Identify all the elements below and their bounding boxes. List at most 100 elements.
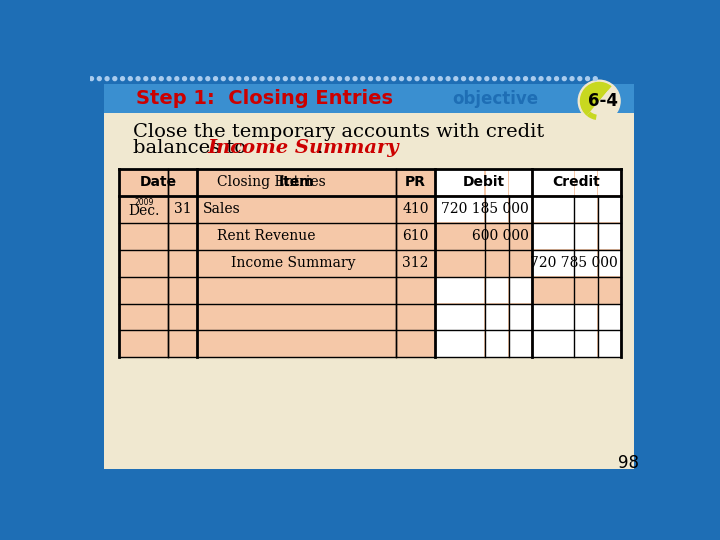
Text: Dec.: Dec. xyxy=(129,204,160,218)
FancyBboxPatch shape xyxy=(575,170,597,195)
Text: Sales: Sales xyxy=(203,202,241,216)
Text: Close the temporary accounts with credit: Close the temporary accounts with credit xyxy=(132,123,544,141)
Circle shape xyxy=(377,77,380,80)
FancyBboxPatch shape xyxy=(486,197,508,222)
Circle shape xyxy=(330,77,334,80)
FancyBboxPatch shape xyxy=(533,197,574,222)
FancyBboxPatch shape xyxy=(598,224,620,249)
Text: Rent Revenue: Rent Revenue xyxy=(217,229,315,243)
Circle shape xyxy=(585,77,590,80)
Text: 410: 410 xyxy=(402,202,428,216)
Circle shape xyxy=(578,80,620,122)
FancyBboxPatch shape xyxy=(436,278,485,303)
Circle shape xyxy=(113,77,117,80)
Circle shape xyxy=(198,77,202,80)
Text: Income Summary: Income Summary xyxy=(208,139,400,157)
Circle shape xyxy=(485,77,489,80)
Wedge shape xyxy=(587,101,599,120)
FancyBboxPatch shape xyxy=(575,304,597,330)
Text: 720 185 000: 720 185 000 xyxy=(441,202,528,216)
Circle shape xyxy=(369,77,372,80)
Circle shape xyxy=(469,77,473,80)
Circle shape xyxy=(516,77,520,80)
Circle shape xyxy=(353,77,357,80)
FancyBboxPatch shape xyxy=(533,251,574,276)
Wedge shape xyxy=(590,90,613,115)
Text: balances to: balances to xyxy=(132,139,252,157)
Text: 31: 31 xyxy=(174,202,192,216)
Circle shape xyxy=(97,77,102,80)
FancyBboxPatch shape xyxy=(436,197,485,222)
FancyBboxPatch shape xyxy=(486,304,508,330)
Text: 600 000: 600 000 xyxy=(472,229,528,243)
FancyBboxPatch shape xyxy=(436,170,485,195)
Text: Item: Item xyxy=(279,175,315,189)
Circle shape xyxy=(392,77,396,80)
FancyBboxPatch shape xyxy=(486,170,508,195)
Circle shape xyxy=(547,77,551,80)
FancyBboxPatch shape xyxy=(598,251,620,276)
Circle shape xyxy=(190,77,194,80)
FancyBboxPatch shape xyxy=(575,251,597,276)
Circle shape xyxy=(423,77,427,80)
FancyBboxPatch shape xyxy=(575,331,597,356)
Circle shape xyxy=(159,77,163,80)
Circle shape xyxy=(554,77,559,80)
Circle shape xyxy=(299,77,302,80)
Circle shape xyxy=(346,77,349,80)
Circle shape xyxy=(128,77,132,80)
Circle shape xyxy=(384,77,388,80)
FancyBboxPatch shape xyxy=(436,304,485,330)
FancyBboxPatch shape xyxy=(486,331,508,356)
Text: 610: 610 xyxy=(402,229,428,243)
FancyBboxPatch shape xyxy=(533,170,574,195)
Circle shape xyxy=(500,77,504,80)
Circle shape xyxy=(268,77,271,80)
Circle shape xyxy=(307,77,310,80)
Circle shape xyxy=(276,77,279,80)
FancyBboxPatch shape xyxy=(533,304,574,330)
Circle shape xyxy=(570,77,574,80)
FancyBboxPatch shape xyxy=(533,331,574,356)
Circle shape xyxy=(462,77,466,80)
Text: Debit: Debit xyxy=(462,175,505,189)
FancyBboxPatch shape xyxy=(486,278,508,303)
Circle shape xyxy=(291,77,295,80)
FancyBboxPatch shape xyxy=(436,331,485,356)
Circle shape xyxy=(361,77,365,80)
Text: .: . xyxy=(316,139,323,157)
Circle shape xyxy=(431,77,434,80)
FancyBboxPatch shape xyxy=(509,278,531,303)
Circle shape xyxy=(253,77,256,80)
Circle shape xyxy=(229,77,233,80)
Text: Step 1:  Closing Entries: Step 1: Closing Entries xyxy=(137,89,394,108)
Text: Credit: Credit xyxy=(552,175,600,189)
Circle shape xyxy=(315,77,318,80)
Text: 6-4: 6-4 xyxy=(588,92,618,110)
Text: 98: 98 xyxy=(618,454,639,472)
FancyBboxPatch shape xyxy=(575,197,597,222)
Circle shape xyxy=(446,77,450,80)
Text: 312: 312 xyxy=(402,256,428,270)
Circle shape xyxy=(523,77,528,80)
Circle shape xyxy=(322,77,326,80)
Circle shape xyxy=(245,77,248,80)
Circle shape xyxy=(508,77,512,80)
Wedge shape xyxy=(597,101,604,115)
Circle shape xyxy=(438,77,442,80)
Circle shape xyxy=(400,77,403,80)
FancyBboxPatch shape xyxy=(598,170,620,195)
Circle shape xyxy=(593,77,597,80)
FancyBboxPatch shape xyxy=(509,197,531,222)
FancyBboxPatch shape xyxy=(533,224,574,249)
Circle shape xyxy=(260,77,264,80)
Text: Closing Entries: Closing Entries xyxy=(217,175,326,189)
Circle shape xyxy=(408,77,411,80)
Text: objective: objective xyxy=(452,90,538,107)
Text: PR: PR xyxy=(405,175,426,189)
Circle shape xyxy=(531,77,535,80)
Circle shape xyxy=(562,77,566,80)
FancyBboxPatch shape xyxy=(598,331,620,356)
Text: Date: Date xyxy=(140,175,177,189)
FancyBboxPatch shape xyxy=(575,224,597,249)
